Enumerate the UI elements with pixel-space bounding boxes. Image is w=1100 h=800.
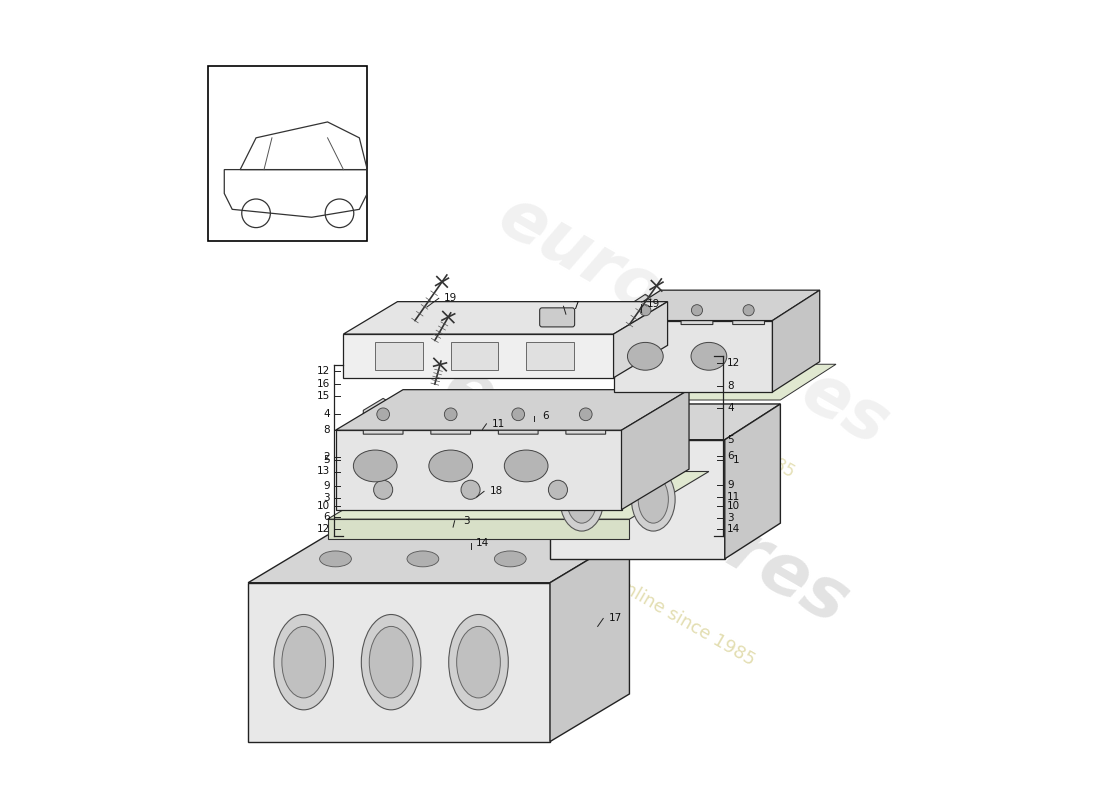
- Text: 5: 5: [323, 454, 330, 465]
- Text: 4: 4: [727, 403, 734, 413]
- Circle shape: [512, 408, 525, 421]
- Text: 12: 12: [727, 358, 740, 368]
- Polygon shape: [725, 404, 780, 559]
- Polygon shape: [336, 430, 622, 510]
- Text: 9: 9: [323, 481, 330, 490]
- Ellipse shape: [504, 450, 548, 482]
- Text: 15: 15: [317, 391, 330, 401]
- Bar: [375, 342, 422, 370]
- Text: 8: 8: [323, 425, 330, 435]
- Text: eurospares: eurospares: [430, 351, 860, 639]
- FancyBboxPatch shape: [540, 308, 574, 327]
- Text: 4: 4: [323, 409, 330, 418]
- Text: 11: 11: [492, 419, 505, 429]
- Polygon shape: [363, 398, 403, 434]
- Polygon shape: [336, 390, 689, 430]
- Text: 14: 14: [727, 525, 740, 534]
- Polygon shape: [550, 535, 629, 742]
- Text: 17: 17: [608, 614, 622, 623]
- Text: 16: 16: [317, 379, 330, 389]
- Ellipse shape: [638, 475, 669, 523]
- Ellipse shape: [560, 467, 604, 531]
- Text: 19: 19: [444, 294, 458, 303]
- Ellipse shape: [353, 450, 397, 482]
- Ellipse shape: [456, 626, 501, 698]
- Ellipse shape: [361, 614, 421, 710]
- Circle shape: [377, 408, 389, 421]
- Polygon shape: [249, 535, 629, 582]
- Text: a passion online since 1985: a passion online since 1985: [532, 528, 758, 669]
- Ellipse shape: [627, 342, 663, 370]
- Text: 14: 14: [476, 538, 490, 548]
- Bar: [451, 342, 498, 370]
- Text: 10: 10: [727, 502, 740, 511]
- Circle shape: [461, 480, 480, 499]
- Polygon shape: [343, 334, 614, 378]
- FancyBboxPatch shape: [208, 66, 367, 241]
- Ellipse shape: [449, 614, 508, 710]
- Text: 3: 3: [323, 493, 330, 502]
- Ellipse shape: [407, 551, 439, 567]
- Polygon shape: [498, 398, 538, 434]
- Text: 11: 11: [727, 492, 740, 502]
- Ellipse shape: [274, 614, 333, 710]
- Polygon shape: [629, 294, 661, 325]
- Text: 3: 3: [463, 516, 470, 526]
- Polygon shape: [343, 302, 668, 334]
- Ellipse shape: [631, 467, 675, 531]
- Text: 10: 10: [317, 501, 330, 510]
- Polygon shape: [328, 471, 708, 519]
- Circle shape: [549, 480, 568, 499]
- Text: 5: 5: [727, 434, 734, 445]
- Polygon shape: [431, 398, 471, 434]
- Ellipse shape: [429, 450, 473, 482]
- Text: 9: 9: [727, 480, 734, 490]
- Text: 6: 6: [542, 411, 549, 421]
- Ellipse shape: [691, 342, 727, 370]
- Text: 12: 12: [317, 525, 330, 534]
- Polygon shape: [614, 290, 820, 321]
- Polygon shape: [614, 302, 668, 378]
- Text: 8: 8: [727, 382, 734, 391]
- Text: 18: 18: [490, 486, 503, 496]
- Polygon shape: [606, 364, 836, 400]
- Ellipse shape: [566, 475, 597, 523]
- Circle shape: [640, 305, 651, 316]
- Text: 6: 6: [727, 450, 734, 461]
- Polygon shape: [550, 404, 780, 440]
- Text: 19: 19: [647, 299, 660, 309]
- Circle shape: [580, 408, 592, 421]
- Polygon shape: [565, 398, 606, 434]
- Text: 13: 13: [317, 466, 330, 477]
- Text: 7: 7: [572, 302, 579, 311]
- Ellipse shape: [370, 626, 412, 698]
- Text: 3: 3: [727, 513, 734, 522]
- Text: eurospares: eurospares: [486, 182, 900, 459]
- Bar: [526, 342, 574, 370]
- Polygon shape: [614, 321, 772, 392]
- Ellipse shape: [494, 551, 526, 567]
- Polygon shape: [681, 294, 713, 325]
- Text: 1: 1: [733, 454, 739, 465]
- Circle shape: [374, 480, 393, 499]
- Circle shape: [744, 305, 755, 316]
- Ellipse shape: [320, 551, 351, 567]
- Circle shape: [444, 408, 458, 421]
- Text: 12: 12: [317, 366, 330, 376]
- Polygon shape: [550, 440, 725, 559]
- Polygon shape: [772, 290, 820, 392]
- Polygon shape: [733, 294, 764, 325]
- Polygon shape: [621, 390, 689, 510]
- Text: 2: 2: [323, 452, 330, 462]
- Text: a passion online since 1985: a passion online since 1985: [588, 350, 798, 482]
- Polygon shape: [328, 519, 629, 539]
- Ellipse shape: [282, 626, 326, 698]
- Circle shape: [692, 305, 703, 316]
- Text: 6: 6: [323, 512, 330, 522]
- Polygon shape: [249, 582, 550, 742]
